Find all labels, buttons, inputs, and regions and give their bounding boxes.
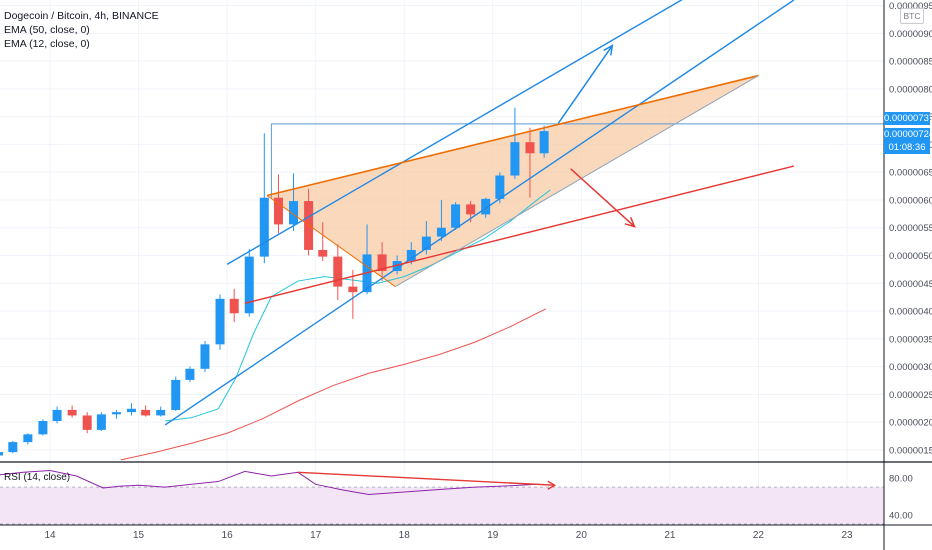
candle-body [348,286,358,293]
last-price-tag: 0.00000737 [884,112,932,125]
candle-body [111,412,121,415]
candle-body [377,254,387,272]
candle-body [451,204,461,228]
bar-countdown: 01:08:36 [884,141,930,154]
wedge-upper-edge[interactable] [266,74,759,197]
candle-body [539,131,549,154]
candle-body [259,197,269,257]
ema-12-line [165,189,551,422]
candle-body [82,415,92,430]
candle-body [495,175,505,199]
candle-body [126,408,136,413]
rsi-legend: RSI (14, close) [4,472,71,483]
channel-lower-line[interactable] [164,0,795,426]
candle-body [525,142,535,154]
rsi-tick-label: 40.00 [889,510,913,521]
wedge-pattern[interactable] [266,75,759,287]
rsi-line [0,469,551,495]
x-tick-label: 21 [664,530,676,541]
rsi-tick-label: 80.00 [889,473,913,484]
ema-50-legend: EMA (50, close, 0) [4,24,90,36]
candle-body [273,197,283,225]
y-tick-label: 0.00000950 [889,1,932,12]
candle-body [436,227,446,237]
candle-body [392,261,402,272]
breakout-arrow[interactable] [557,45,613,124]
candle-body [52,409,62,422]
wedge-left-edge[interactable] [266,195,396,288]
channel-upper-line[interactable] [226,0,705,265]
candle-body [466,204,476,215]
x-tick-label: 22 [753,530,765,541]
candle-body [156,409,166,416]
wedge-fill[interactable] [266,75,759,287]
breakout-arrow-head[interactable] [603,44,614,56]
candle-body [200,344,210,369]
candle-body [38,421,48,435]
candle-body [67,409,77,416]
candle-body [23,434,33,443]
trend-lines[interactable] [164,0,884,426]
candle-body [244,256,254,314]
candle-body [229,298,239,314]
time-axis[interactable]: 14 15 16 17 18 19 20 21 22 23 [44,530,853,541]
candle-body [406,249,416,262]
candle-body [215,298,225,345]
candle-body [510,142,520,176]
rsi-divergence-arrowhead[interactable] [547,480,557,490]
chart-legend: Dogecoin / Bitcoin, 4h, BINANCE EMA (50,… [4,9,159,51]
x-tick-label: 23 [841,530,853,541]
wedge-lower-edge[interactable] [395,75,759,288]
x-tick-label: 18 [399,530,411,541]
candle-body [96,414,106,430]
breakdown-arrow-head[interactable] [624,217,636,228]
x-tick-label: 17 [310,530,322,541]
candle-body [171,379,181,410]
ema-12-legend: EMA (12, close, 0) [4,38,90,50]
rsi-pane [0,469,884,525]
candle-body [333,256,343,287]
currency-badge[interactable]: BTC [900,8,924,24]
symbol-title: Dogecoin / Bitcoin, 4h, BINANCE [4,10,159,22]
candle-body [8,442,18,453]
candle-body [0,452,4,456]
candle-body [481,198,491,215]
rsi-band [0,487,884,524]
candle-body [318,249,328,257]
support-line[interactable] [244,165,795,304]
candle-body [185,368,195,380]
x-tick-label: 14 [44,530,56,541]
rsi-divergence-line[interactable] [297,471,555,486]
candle-body [141,409,151,416]
x-tick-label: 15 [133,530,145,541]
candle-body [289,201,299,225]
ema-lines [120,189,551,461]
ema-50-line [120,308,547,461]
candle-body [421,236,431,250]
x-tick-label: 20 [576,530,588,541]
current-price-tag: 0.00000724 [884,128,932,141]
x-tick-label: 19 [487,530,499,541]
breakdown-arrow[interactable] [570,168,635,228]
x-tick-label: 16 [222,530,234,541]
